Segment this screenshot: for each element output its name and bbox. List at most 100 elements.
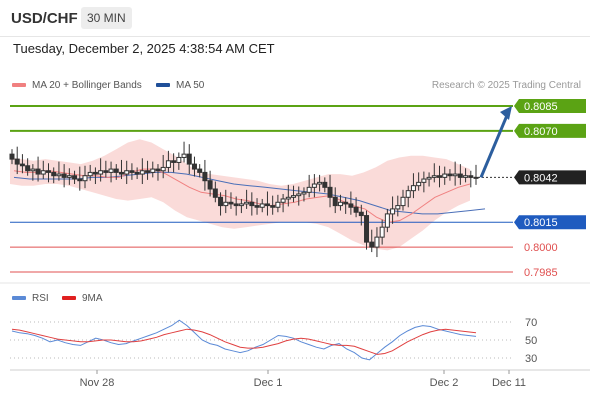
candle-body xyxy=(228,201,234,205)
candle-body xyxy=(358,211,364,217)
legend-ma20-label: MA 20 + Bollinger Bands xyxy=(32,80,142,91)
credit-label: Research © 2025 Trading Central xyxy=(431,80,581,91)
candle-body xyxy=(103,170,109,173)
candle-body xyxy=(129,170,135,173)
candle-body xyxy=(280,198,286,203)
candle-body xyxy=(390,208,396,215)
price-label-0.8042: 0.8042 xyxy=(524,172,558,184)
price-label-0.8070: 0.8070 xyxy=(524,126,558,138)
instrument-title: USD/CHF xyxy=(11,10,78,27)
candle-body xyxy=(473,176,479,179)
candle-body xyxy=(56,173,62,177)
candle-body xyxy=(19,163,25,167)
projection-arrow-shaft xyxy=(479,112,510,178)
projection-arrow-head xyxy=(500,106,512,120)
candle-body xyxy=(254,205,260,208)
header: USD/CHF 30 MIN xyxy=(0,0,590,37)
candle-body xyxy=(416,181,422,187)
candle-body xyxy=(238,203,244,207)
price-tag-0.8070 xyxy=(514,123,586,138)
price-label-0.7985: 0.7985 xyxy=(524,267,558,279)
x-tick-label: Dec 11 xyxy=(492,377,526,389)
candle-body xyxy=(51,171,57,177)
legend-ma50-label: MA 50 xyxy=(176,80,205,91)
candle-body xyxy=(264,203,270,207)
ma20-swatch xyxy=(12,83,26,88)
candle-body xyxy=(291,195,297,198)
candle-body xyxy=(353,206,359,213)
candle-body xyxy=(400,196,406,207)
candle-body xyxy=(35,168,41,175)
candle-body xyxy=(421,178,427,183)
ma50-swatch xyxy=(156,83,170,88)
candle-body xyxy=(468,175,474,178)
candle-body xyxy=(191,163,197,170)
candle-body xyxy=(285,196,291,200)
candle-body xyxy=(332,196,338,207)
legend-9ma: 9MA xyxy=(62,293,103,304)
x-tick-label: Dec 2 xyxy=(430,377,459,389)
candle-body xyxy=(259,203,265,208)
rsi-tick-label-50: 50 xyxy=(525,335,537,347)
candle-body xyxy=(410,185,416,192)
price-label-0.8000: 0.8000 xyxy=(524,242,558,254)
candle-body xyxy=(431,175,437,178)
price-tag-0.8042 xyxy=(514,170,586,185)
candle-body xyxy=(306,186,312,193)
candle-body xyxy=(186,153,192,165)
legend-ma50: MA 50 xyxy=(156,80,204,91)
bollinger-band-area xyxy=(10,139,470,251)
candle-body xyxy=(77,178,83,182)
rsi-tick-label-30: 30 xyxy=(525,353,537,365)
candle-body xyxy=(139,170,145,175)
candle-body xyxy=(150,168,156,173)
candle-body xyxy=(197,168,203,173)
candle-body xyxy=(72,175,78,180)
price-label-0.8085: 0.8085 xyxy=(524,101,558,113)
candle-body xyxy=(384,213,390,228)
candle-body xyxy=(14,158,20,165)
candle-body xyxy=(45,170,51,173)
ma50-line xyxy=(13,171,486,215)
candle-body xyxy=(457,173,463,178)
candle-body xyxy=(364,215,370,243)
candle-body xyxy=(244,201,250,205)
candle-body xyxy=(395,205,401,210)
candle-body xyxy=(327,186,333,198)
timeframe-button[interactable]: 30 MIN xyxy=(81,7,132,29)
candle-body xyxy=(92,171,98,175)
legend-ma20: MA 20 + Bollinger Bands xyxy=(12,80,142,91)
price-tag-0.8015 xyxy=(514,215,586,230)
candle-body xyxy=(463,175,469,178)
price-label-0.8015: 0.8015 xyxy=(524,217,558,229)
candle-body xyxy=(374,236,380,248)
candle-body xyxy=(165,160,171,168)
candle-body xyxy=(426,176,432,180)
candle-body xyxy=(40,170,46,175)
legend-ma9-label: 9MA xyxy=(82,293,103,304)
candle-body xyxy=(249,201,255,207)
x-tick-label: Dec 1 xyxy=(254,377,283,389)
candle-body xyxy=(181,153,187,158)
candle-body xyxy=(442,173,448,178)
candle-body xyxy=(296,193,302,197)
candle-body xyxy=(223,201,229,207)
candle-body xyxy=(82,175,88,182)
candle-body xyxy=(212,188,218,198)
candle-body xyxy=(233,203,239,207)
candle-body xyxy=(87,171,93,177)
candle-body xyxy=(160,166,166,172)
price-tag-0.8085 xyxy=(514,99,586,113)
candle-body xyxy=(337,201,343,207)
candle-body xyxy=(301,191,307,195)
candle-body xyxy=(9,153,15,160)
candle-body xyxy=(322,181,328,188)
candle-body xyxy=(379,226,385,238)
candle-body xyxy=(275,201,281,208)
candle-body xyxy=(317,181,323,185)
candle-body xyxy=(447,173,453,177)
candle-body xyxy=(343,201,349,205)
candle-body xyxy=(66,175,72,178)
candle-body xyxy=(270,205,276,208)
legend-rsi-label: RSI xyxy=(32,293,49,304)
